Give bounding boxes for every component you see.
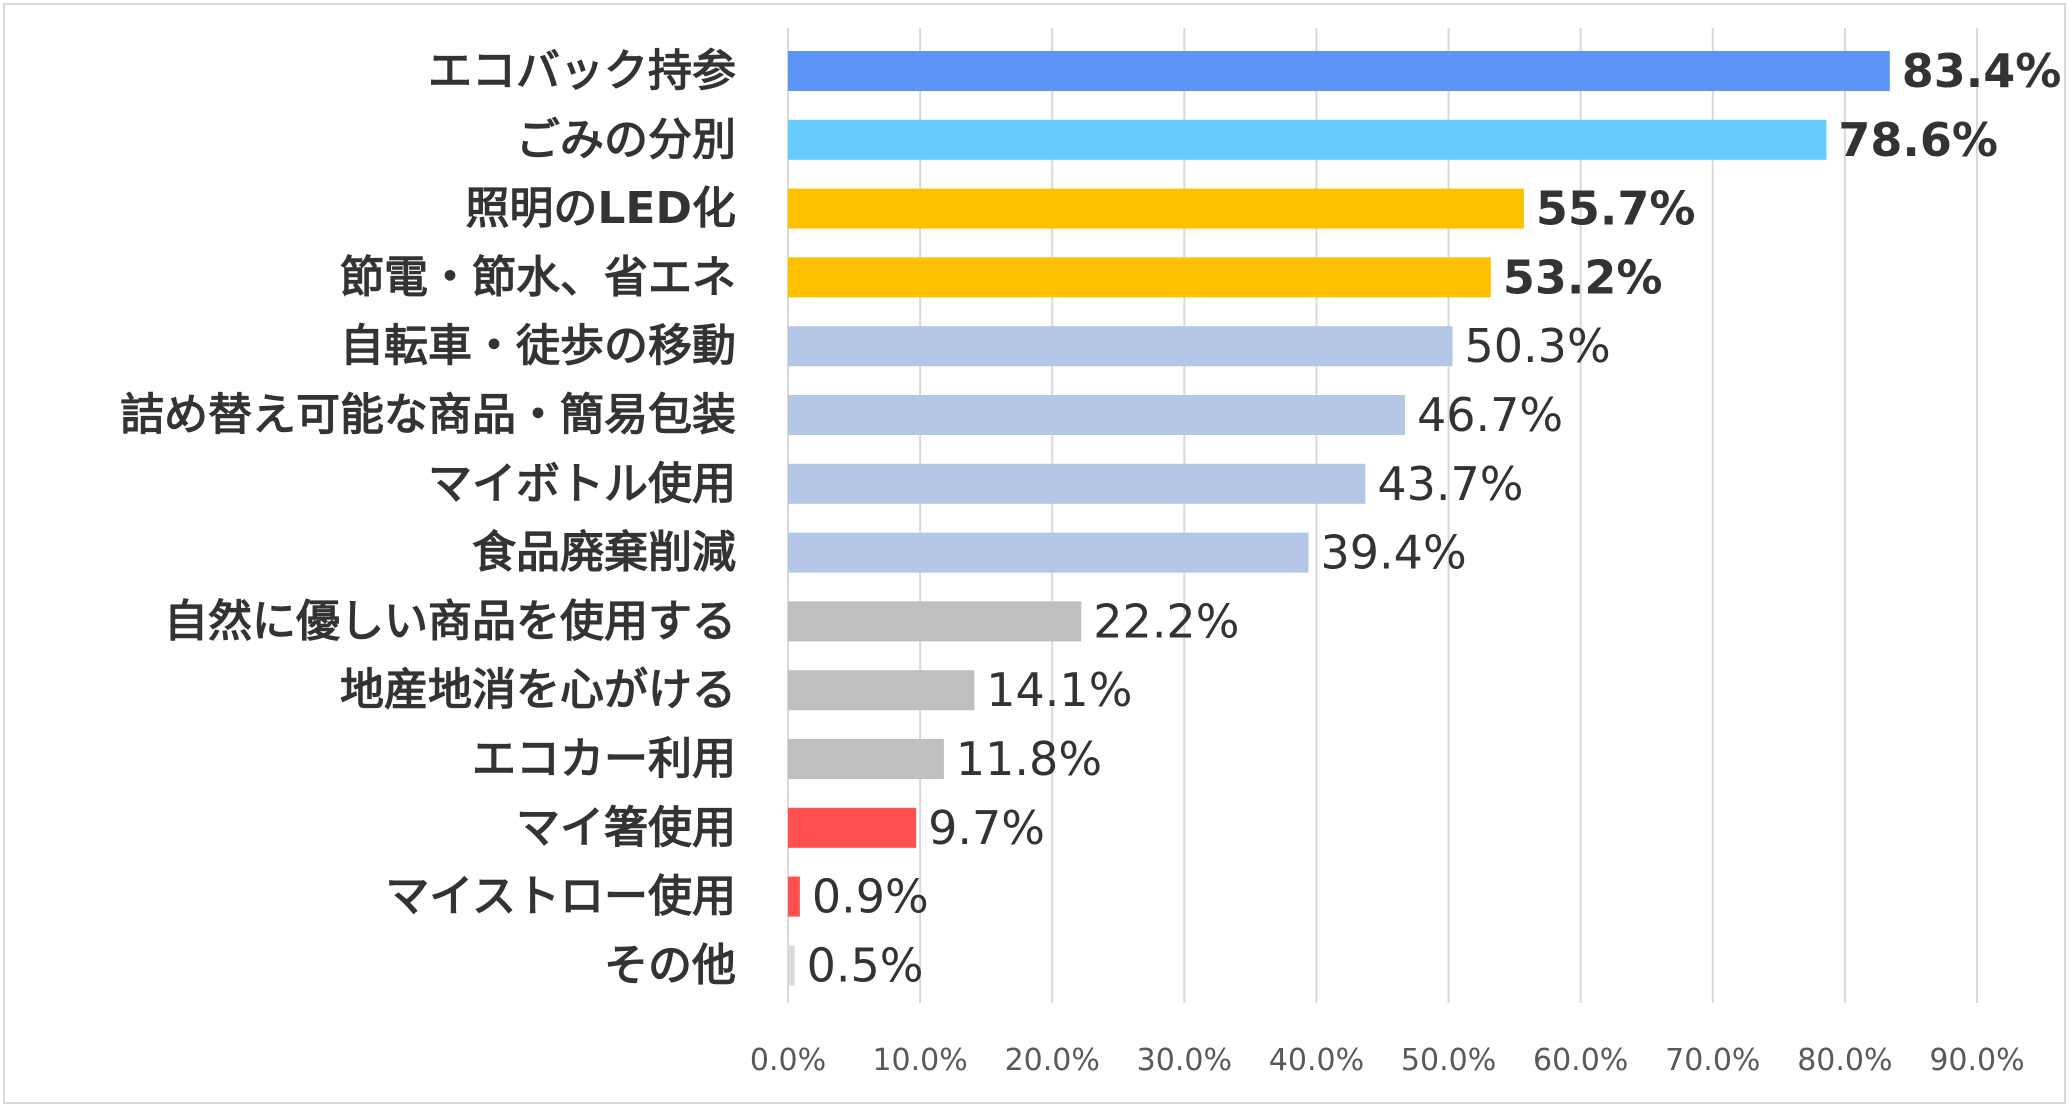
bar (788, 807, 917, 848)
x-tick-label: 80.0% (1797, 1043, 1892, 1078)
category-label: 節電・節水、省エネ (340, 252, 736, 303)
bar (788, 532, 1309, 573)
bar (788, 188, 1524, 229)
bar (788, 463, 1366, 504)
category-label: エコカー利用 (472, 734, 736, 785)
value-label: 22.2% (1093, 594, 1239, 648)
category-label: 食品廃棄削減 (472, 527, 736, 578)
bar (788, 326, 1453, 367)
category-label: 自転車・徒歩の移動 (340, 321, 736, 372)
value-label: 53.2% (1503, 250, 1663, 304)
x-tick-label: 20.0% (1005, 1043, 1100, 1078)
bar (788, 876, 800, 917)
value-label: 43.7% (1377, 457, 1523, 511)
value-labels: 83.4% 78.6% 55.7% 53.2% 50.3% 46.7% 43.7% 39.4%… (807, 44, 2062, 992)
category-label: 詰め替え可能な商品・簡易包装 (120, 390, 736, 441)
x-tick-label: 70.0% (1665, 1043, 1760, 1078)
category-label: マイ箸使用 (516, 802, 736, 853)
value-label: 14.1% (986, 663, 1132, 717)
value-label: 78.6% (1838, 113, 1998, 167)
category-label: その他 (604, 940, 736, 991)
value-label: 39.4% (1321, 526, 1467, 580)
value-label: 0.5% (807, 938, 924, 992)
category-label: 自然に優しい商品を使用する (164, 596, 736, 647)
bar (788, 945, 795, 986)
bar (788, 601, 1082, 642)
bar (788, 257, 1491, 298)
x-tick-label: 30.0% (1137, 1043, 1232, 1078)
category-label: 照明のLED化 (465, 183, 736, 234)
category-label: 地産地消を心がける (340, 665, 736, 716)
x-tick-label: 90.0% (1929, 1043, 2024, 1078)
bars (788, 51, 1890, 986)
category-label: エコバック持参 (428, 46, 736, 97)
category-labels: エコバック持参ごみの分別照明のLED化節電・節水、省エネ自転車・徒歩の移動詰め替… (120, 46, 736, 991)
bar (788, 119, 1827, 160)
bar (788, 739, 944, 779)
category-label: マイボトル使用 (428, 458, 736, 509)
category-label: マイストロー使用 (385, 871, 736, 922)
value-label: 46.7% (1417, 388, 1563, 442)
value-label: 9.7% (928, 801, 1045, 855)
value-label: 11.8% (956, 732, 1102, 786)
bar (788, 395, 1405, 435)
value-label: 55.7% (1536, 182, 1696, 236)
bar (788, 670, 975, 711)
value-label: 50.3% (1465, 319, 1611, 373)
category-label: ごみの分別 (516, 114, 736, 165)
x-tick-label: 10.0% (872, 1043, 967, 1078)
x-tick-label: 40.0% (1269, 1043, 1364, 1078)
bar (788, 51, 1890, 91)
value-label: 83.4% (1902, 44, 2062, 98)
x-axis-tick-labels: 0.0% 10.0% 20.0% 30.0% 40.0% 50.0% 60.0% 70.0% 8… (750, 1043, 2025, 1078)
x-tick-label: 50.0% (1401, 1043, 1496, 1078)
x-tick-label: 0.0% (750, 1043, 826, 1078)
value-label: 0.9% (812, 870, 929, 924)
x-tick-label: 60.0% (1533, 1043, 1628, 1078)
